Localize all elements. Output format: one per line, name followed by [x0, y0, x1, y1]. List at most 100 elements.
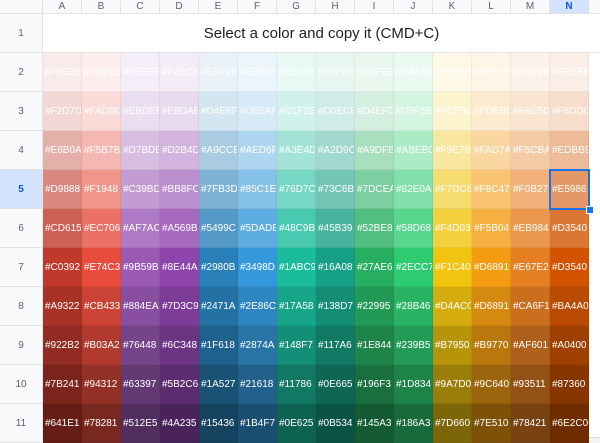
color-cell[interactable]: #FDEDE	[82, 53, 121, 92]
color-cell[interactable]: #7D3C9	[160, 287, 199, 326]
color-cell[interactable]: #A9322	[43, 287, 82, 326]
color-cell[interactable]: #FEF9E	[433, 53, 472, 92]
color-cell[interactable]: #1B4F7	[238, 404, 277, 443]
color-cell[interactable]: #2ECC7	[394, 248, 433, 287]
color-cell[interactable]: #FCF3C	[433, 92, 472, 131]
color-cell[interactable]: #186A3	[394, 404, 433, 443]
row-header[interactable]: 3	[0, 92, 43, 131]
row-header[interactable]: 8	[0, 287, 43, 326]
color-cell[interactable]: #F8C47	[472, 170, 511, 209]
color-cell[interactable]: #58D68	[394, 209, 433, 248]
color-cell[interactable]: #85C1E	[238, 170, 277, 209]
color-cell[interactable]: #922B2	[43, 326, 82, 365]
fill-handle[interactable]	[586, 206, 594, 214]
row-header[interactable]: 4	[0, 131, 43, 170]
column-header[interactable]: H	[316, 0, 355, 14]
color-cell[interactable]: #A2D9C	[316, 131, 355, 170]
color-cell[interactable]: #93511	[511, 365, 550, 404]
color-cell[interactable]: #C0392	[43, 248, 82, 287]
color-cell[interactable]: #76D7C	[277, 170, 316, 209]
color-cell[interactable]: #F7DC6	[433, 170, 472, 209]
color-cell[interactable]: #D6EAF	[238, 92, 277, 131]
color-cell[interactable]: #1E844	[355, 326, 394, 365]
color-cell[interactable]: #FADBD	[82, 92, 121, 131]
color-cell[interactable]: #28B46	[394, 287, 433, 326]
color-cell[interactable]: #8E44A	[160, 248, 199, 287]
color-cell[interactable]: #FDEBD	[472, 92, 511, 131]
color-cell[interactable]: #E5986	[550, 170, 589, 209]
color-cell[interactable]: #7FB3D	[199, 170, 238, 209]
color-cell[interactable]: #C39BD	[121, 170, 160, 209]
column-header[interactable]: E	[199, 0, 238, 14]
color-cell[interactable]: #A9CCE	[199, 131, 238, 170]
column-header[interactable]: I	[355, 0, 394, 14]
color-cell[interactable]: #EC706	[82, 209, 121, 248]
row-header[interactable]: 10	[0, 365, 43, 404]
color-cell[interactable]: #48C9B	[277, 209, 316, 248]
color-cell[interactable]: #7B241	[43, 365, 82, 404]
color-cell[interactable]: #196F3	[355, 365, 394, 404]
color-cell[interactable]: #CD615	[43, 209, 82, 248]
color-cell[interactable]: #21618	[238, 365, 277, 404]
color-cell[interactable]: #6E2C0	[550, 404, 589, 443]
color-cell[interactable]: #138D7	[316, 287, 355, 326]
color-cell[interactable]: #D5F5E	[394, 92, 433, 131]
color-cell[interactable]: #D3540	[550, 209, 589, 248]
color-cell[interactable]: #CA6F1	[511, 287, 550, 326]
column-header[interactable]: F	[238, 0, 277, 14]
color-cell[interactable]: #9B59B	[121, 248, 160, 287]
color-cell[interactable]: #22995	[355, 287, 394, 326]
color-cell[interactable]: #F9E79	[433, 131, 472, 170]
color-cell[interactable]: #F6DDC	[550, 92, 589, 131]
color-cell[interactable]: #EB984	[511, 209, 550, 248]
row-header[interactable]: 11	[0, 404, 43, 443]
row-header[interactable]: 1	[0, 14, 43, 53]
color-cell[interactable]: #2471A	[199, 287, 238, 326]
color-cell[interactable]: #AF601	[511, 326, 550, 365]
color-cell[interactable]: #512E5	[121, 404, 160, 443]
row-header[interactable]: 7	[0, 248, 43, 287]
color-cell[interactable]: #FAD7A	[472, 131, 511, 170]
color-cell[interactable]: #EBF5F	[238, 53, 277, 92]
color-cell[interactable]: #2980B	[199, 248, 238, 287]
column-header[interactable]: K	[433, 0, 472, 14]
color-cell[interactable]: #0E665	[316, 365, 355, 404]
row-header[interactable]: 2	[0, 53, 43, 92]
color-cell[interactable]: #F5B7B	[82, 131, 121, 170]
color-cell[interactable]: #F5B04	[472, 209, 511, 248]
color-cell[interactable]: #7DCEA	[355, 170, 394, 209]
color-cell[interactable]: #D1F2E	[277, 92, 316, 131]
color-cell[interactable]: #FBEEE	[550, 53, 589, 92]
row-header[interactable]: 5	[0, 170, 43, 209]
color-cell[interactable]: #27AE6	[355, 248, 394, 287]
color-cell[interactable]: #F9EBE	[43, 53, 82, 92]
color-cell[interactable]: #FAE5D	[511, 92, 550, 131]
color-cell[interactable]: #AF7AC	[121, 209, 160, 248]
column-header[interactable]	[589, 0, 600, 14]
color-cell[interactable]: #D6891	[472, 248, 511, 287]
color-cell[interactable]: #1D834	[394, 365, 433, 404]
color-cell[interactable]: #EAF2F	[199, 53, 238, 92]
color-cell[interactable]: #F0B27	[511, 170, 550, 209]
color-cell[interactable]: #7E510	[472, 404, 511, 443]
color-cell[interactable]: #45B39	[316, 209, 355, 248]
color-cell[interactable]: #D4E6F	[199, 92, 238, 131]
color-cell[interactable]: #148F7	[277, 326, 316, 365]
color-cell[interactable]: #EAFAF	[394, 53, 433, 92]
color-cell[interactable]: #E6B0A	[43, 131, 82, 170]
color-cell[interactable]: #CB433	[82, 287, 121, 326]
color-cell[interactable]: #A9DFB	[355, 131, 394, 170]
color-cell[interactable]: #EDBB9	[550, 131, 589, 170]
color-cell[interactable]: #A569B	[160, 209, 199, 248]
color-cell[interactable]: #1A527	[199, 365, 238, 404]
color-cell[interactable]: #5B2C6	[160, 365, 199, 404]
color-cell[interactable]: #B03A2	[82, 326, 121, 365]
color-cell[interactable]: #78281	[82, 404, 121, 443]
color-cell[interactable]: #15436	[199, 404, 238, 443]
color-cell[interactable]: #0B534	[316, 404, 355, 443]
color-cell[interactable]: #9A7D0	[433, 365, 472, 404]
color-cell[interactable]: #F4ECF	[160, 53, 199, 92]
color-cell[interactable]: #E8F6F	[316, 53, 355, 92]
color-cell[interactable]: #1ABC9	[277, 248, 316, 287]
color-cell[interactable]: #FEF5E	[472, 53, 511, 92]
